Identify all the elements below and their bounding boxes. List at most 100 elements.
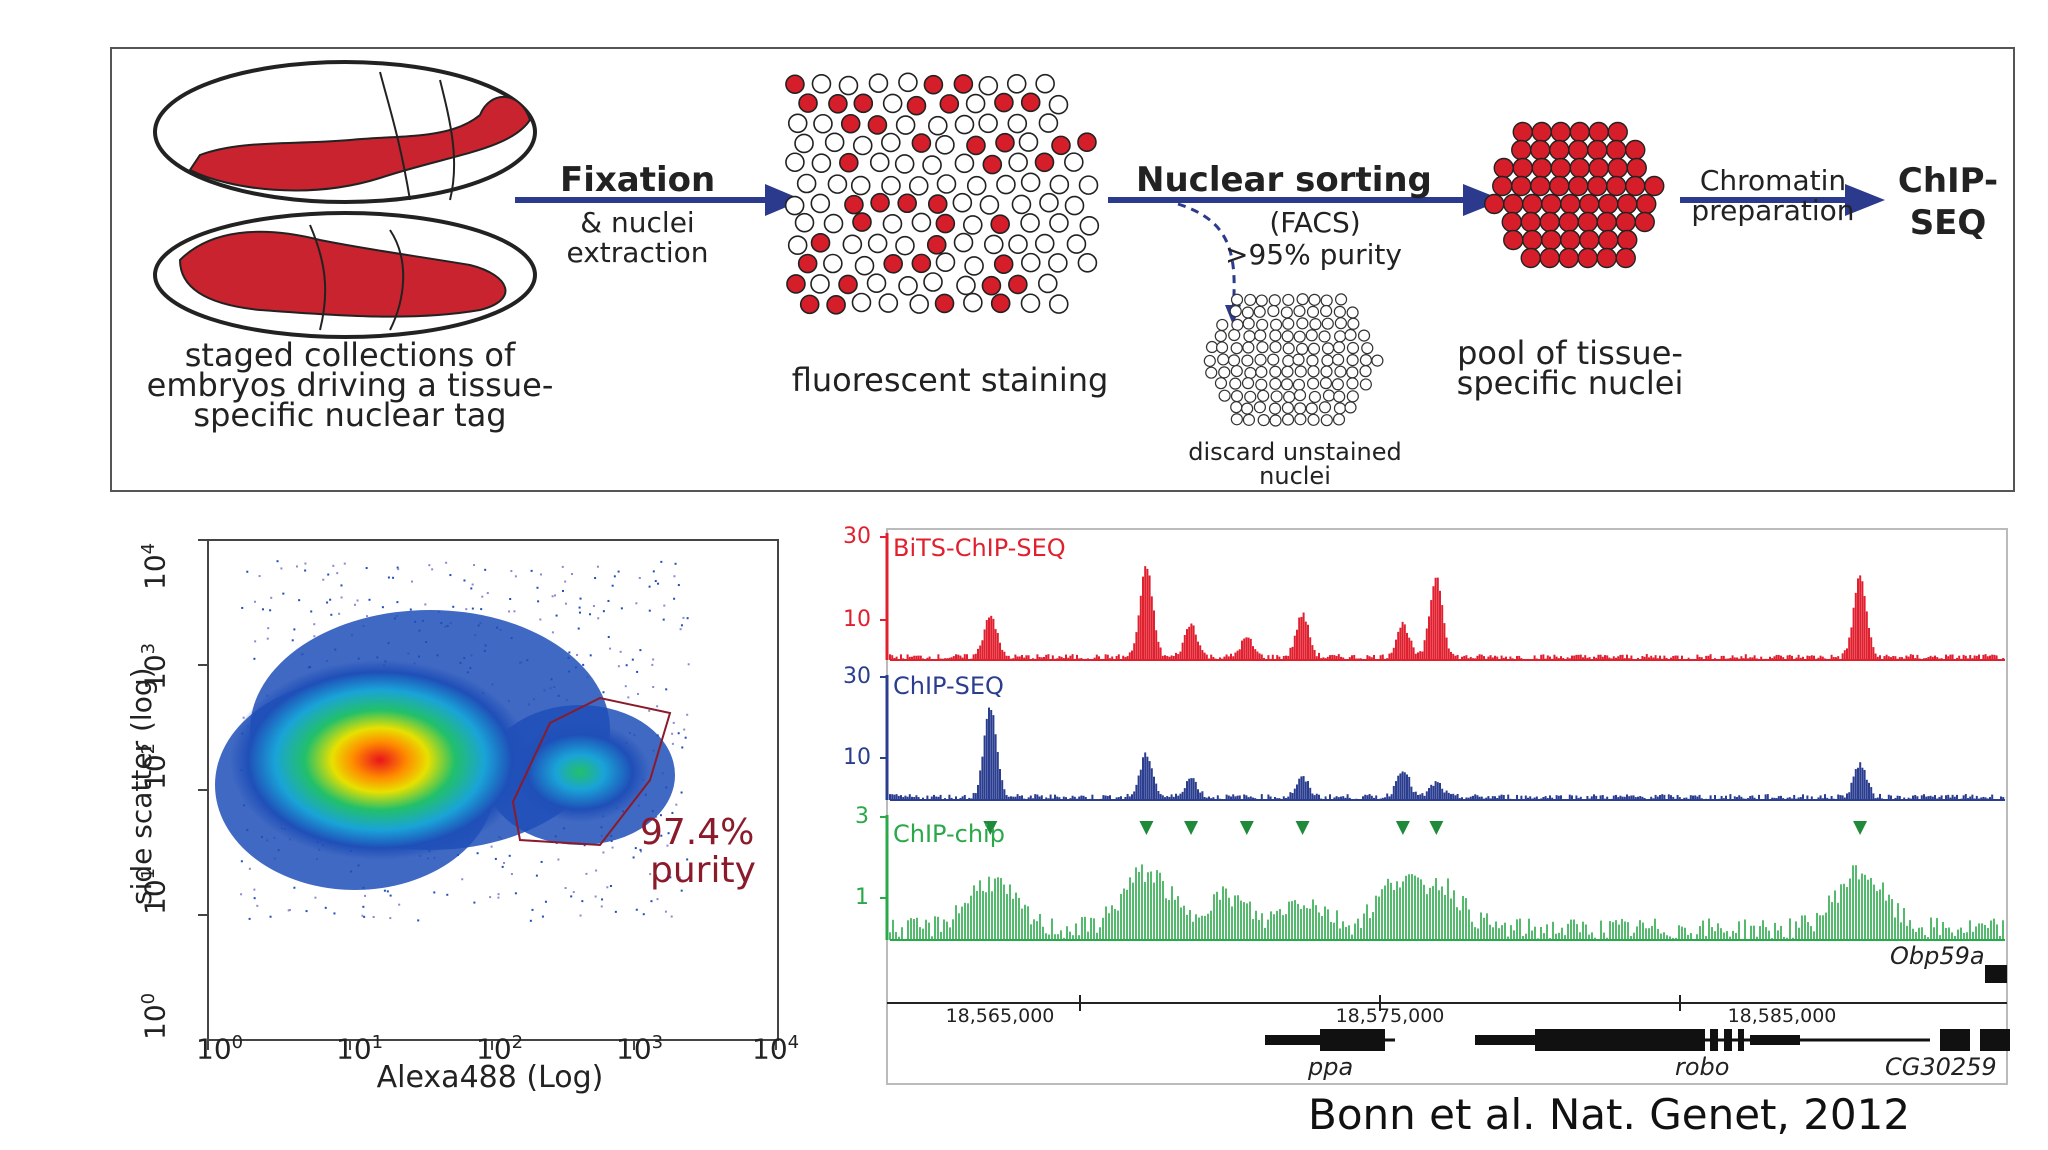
facs-event xyxy=(489,896,492,899)
facs-event xyxy=(601,898,604,901)
stained-nucleus xyxy=(1008,274,1028,295)
facs-event xyxy=(535,874,538,877)
unstained-nucleus xyxy=(1296,317,1309,330)
facs-event xyxy=(530,569,533,572)
stained-nucleus xyxy=(966,135,986,156)
stained-nucleus xyxy=(1530,175,1551,197)
facs-event xyxy=(248,867,251,870)
facs-event xyxy=(514,575,517,578)
unstained-nucleus xyxy=(952,192,973,213)
facs-event xyxy=(669,876,672,879)
unstained-nucleus xyxy=(1305,329,1318,342)
facs-event xyxy=(607,636,610,639)
stained-nucleus xyxy=(1501,211,1522,233)
facs-event xyxy=(632,856,635,859)
unstained-nucleus xyxy=(813,113,833,134)
stained-nucleus xyxy=(935,213,956,234)
unstained-nucleus xyxy=(1305,402,1318,415)
unstained-nucleus xyxy=(1257,414,1270,427)
stained-nucleus xyxy=(798,93,818,113)
facs-event xyxy=(313,623,316,626)
unstained-nucleus xyxy=(1308,390,1322,404)
facs-event xyxy=(614,910,617,913)
chipseq-track xyxy=(889,707,2005,801)
gene-label-robo: robo xyxy=(1675,1053,1730,1081)
unstained-nucleus xyxy=(1359,365,1372,378)
unstained-nucleus xyxy=(869,152,890,173)
facs-event xyxy=(677,584,680,587)
facs-ylabel: side scatter (log) xyxy=(125,667,158,905)
unstained-nucleus xyxy=(1269,318,1283,331)
stained-nucleus xyxy=(1587,139,1608,161)
stained-nucleus xyxy=(1511,139,1532,161)
facs-event xyxy=(602,610,605,613)
facs-event xyxy=(673,597,676,600)
stained-nucleus xyxy=(1588,121,1609,143)
gene-cg30259 xyxy=(1940,1029,2010,1051)
unstained-nucleus xyxy=(954,153,975,174)
facs-event xyxy=(490,845,493,848)
facs-event xyxy=(305,910,308,913)
facs-event xyxy=(594,895,597,898)
unstained-nucleus xyxy=(1242,317,1255,330)
unstained-nucleus xyxy=(1229,377,1242,390)
facs-event xyxy=(417,919,420,922)
unstained-nucleus xyxy=(1230,293,1244,306)
stained-nucleus xyxy=(1558,247,1579,269)
unstained-nucleus xyxy=(1306,377,1320,390)
unstained-nucleus xyxy=(1254,329,1267,342)
facs-event xyxy=(291,639,294,642)
facs-event xyxy=(656,898,659,901)
sorting-sub1: (FACS) xyxy=(1269,206,1361,239)
facs-event xyxy=(565,602,568,605)
unstained-nucleus xyxy=(787,235,808,256)
stained-nucleus xyxy=(911,133,932,153)
facs-event xyxy=(607,599,610,602)
facs-event xyxy=(635,908,638,911)
facs-event xyxy=(564,887,567,890)
stained-nucleus xyxy=(1550,121,1571,143)
stained-nucleus xyxy=(1020,92,1041,113)
facs-event xyxy=(366,615,369,618)
stained-nucleus xyxy=(1539,211,1560,233)
facs-event xyxy=(241,606,244,609)
facs-event xyxy=(389,894,392,897)
facs-event xyxy=(510,872,513,875)
unstained-nucleus xyxy=(1318,401,1332,414)
stained-nucleus xyxy=(993,254,1014,274)
unstained-nucleus xyxy=(895,235,915,256)
unstained-nucleus xyxy=(996,174,1016,195)
unstained-nucleus xyxy=(1038,113,1059,133)
unstained-nucleus xyxy=(1296,293,1309,306)
peak-marker-icon xyxy=(1429,821,1444,835)
facs-event xyxy=(258,575,261,578)
unstained-nucleus xyxy=(1282,317,1295,330)
facs-event xyxy=(683,728,686,731)
unstained-nucleus xyxy=(850,175,871,196)
facs-event xyxy=(592,605,595,608)
facs-event xyxy=(471,583,474,586)
unstained-nucleus xyxy=(1048,294,1069,314)
facs-event xyxy=(276,560,279,563)
unstained-nucleus xyxy=(983,234,1004,255)
facs-event xyxy=(510,570,513,573)
facs-event xyxy=(298,599,301,602)
stained-nucleus xyxy=(1549,139,1570,161)
facs-event xyxy=(389,917,392,920)
stained-nucleus xyxy=(853,93,874,114)
facs-event xyxy=(494,857,497,860)
facs-event xyxy=(539,618,542,621)
facs-event xyxy=(675,803,678,806)
stained-nucleus xyxy=(1607,121,1628,143)
nuclei-mixed-cloud xyxy=(784,72,1100,315)
facs-event xyxy=(686,617,689,620)
facs-plot xyxy=(198,539,779,1050)
facs-event xyxy=(642,913,645,916)
facs-event xyxy=(293,886,296,889)
unstained-nucleus xyxy=(1321,354,1334,367)
unstained-nucleus xyxy=(1049,213,1069,233)
unstained-nucleus xyxy=(1320,294,1333,307)
facs-event xyxy=(665,688,668,691)
facs-event xyxy=(409,608,412,611)
facs-event xyxy=(672,721,675,724)
